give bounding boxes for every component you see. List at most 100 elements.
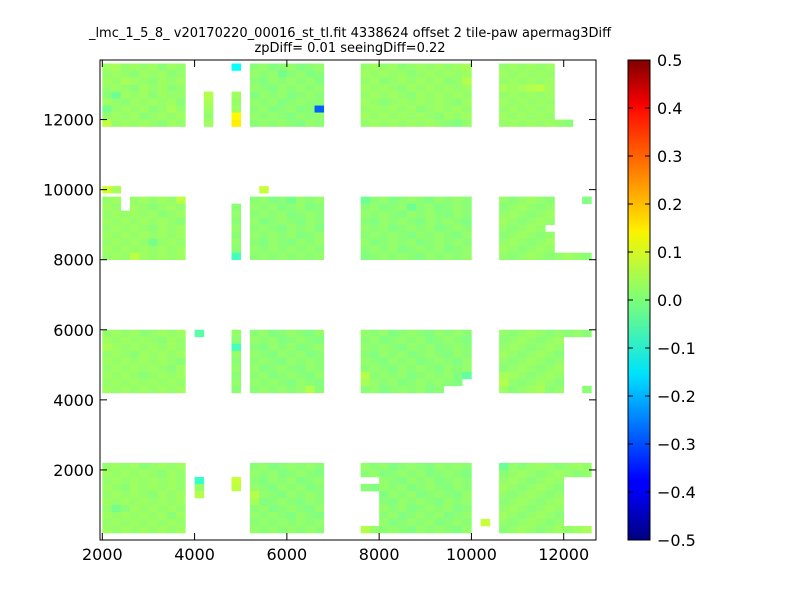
- heatmap-cell: [406, 371, 417, 380]
- heatmap-cell: [462, 112, 472, 120]
- heatmap-cell: [452, 84, 463, 92]
- heatmap-cell: [139, 497, 149, 506]
- heatmap-cell: [129, 518, 140, 527]
- heatmap-cell: [416, 343, 426, 352]
- heatmap-cell: [369, 224, 380, 232]
- heatmap-cell: [536, 196, 546, 204]
- heatmap-cell: [314, 490, 325, 499]
- heatmap-cell: [259, 497, 269, 506]
- heatmap-cell: [508, 63, 518, 71]
- heatmap-cell: [314, 329, 325, 338]
- heatmap-cell: [452, 224, 463, 232]
- heatmap-cell: [526, 224, 537, 232]
- heatmap-cell: [249, 525, 260, 534]
- heatmap-cell: [416, 91, 426, 99]
- heatmap-cell: [111, 196, 122, 204]
- heatmap-cell: [462, 329, 472, 338]
- heatmap-cell: [120, 511, 131, 520]
- heatmap-cell: [508, 77, 518, 85]
- heatmap-cell: [111, 469, 122, 478]
- heatmap-cell: [388, 77, 398, 85]
- heatmap-cell: [462, 511, 472, 520]
- heatmap-cell: [286, 343, 297, 352]
- heatmap-cell: [296, 84, 306, 92]
- heatmap-cell: [545, 210, 555, 218]
- heatmap-cell: [536, 476, 546, 485]
- heatmap-cell: [249, 350, 260, 359]
- heatmap-cell: [508, 525, 518, 534]
- heatmap-cell: [397, 63, 408, 71]
- heatmap-cell: [166, 462, 177, 471]
- heatmap-cell: [176, 371, 186, 380]
- heatmap-cell: [203, 91, 214, 99]
- heatmap-cell: [102, 186, 112, 194]
- heatmap-cell: [314, 91, 325, 99]
- heatmap-cell: [157, 511, 168, 520]
- heatmap-cell: [286, 329, 297, 338]
- heatmap-cell: [139, 504, 149, 513]
- heatmap-cell: [397, 350, 408, 359]
- heatmap-cell: [379, 490, 389, 499]
- heatmap-cell: [102, 329, 112, 338]
- colorbar-tick-label: −0.5: [657, 531, 696, 550]
- heatmap-cell: [176, 350, 186, 359]
- heatmap-cell: [166, 497, 177, 506]
- heatmap-cell: [102, 217, 112, 225]
- heatmap-cell: [452, 497, 463, 506]
- heatmap-cell: [157, 196, 168, 204]
- heatmap-cell: [452, 196, 463, 204]
- heatmap-cell: [102, 357, 112, 366]
- heatmap-cell: [388, 518, 398, 527]
- heatmap-cell: [388, 84, 398, 92]
- heatmap-cell: [434, 98, 445, 106]
- heatmap-cell: [508, 252, 518, 261]
- heatmap-cell: [231, 385, 242, 394]
- heatmap-cell: [314, 196, 325, 204]
- heatmap-cell: [443, 203, 454, 211]
- heatmap-cell: [536, 385, 546, 394]
- heatmap-cell: [148, 511, 158, 520]
- heatmap-cell: [286, 105, 297, 113]
- heatmap-cell: [499, 462, 509, 471]
- heatmap-cell: [314, 336, 325, 345]
- heatmap-cell: [314, 245, 325, 254]
- heatmap-cell: [397, 378, 408, 387]
- heatmap-cell: [434, 70, 445, 78]
- heatmap-cell: [129, 84, 140, 92]
- heatmap-cell: [360, 329, 371, 338]
- heatmap-cell: [139, 385, 149, 394]
- heatmap-cell: [517, 497, 528, 506]
- heatmap-cell: [277, 371, 288, 380]
- heatmap-cell: [231, 329, 242, 338]
- heatmap-cell: [157, 217, 168, 225]
- heatmap-cell: [314, 119, 325, 127]
- heatmap-cell: [425, 217, 435, 225]
- heatmap-cell: [536, 119, 546, 127]
- heatmap-cell: [517, 119, 528, 127]
- heatmap-cell: [545, 483, 555, 492]
- heatmap-cell: [416, 364, 426, 373]
- heatmap-cell: [148, 343, 158, 352]
- heatmap-cell: [434, 245, 445, 254]
- heatmap-cell: [462, 105, 472, 113]
- heatmap-cell: [296, 336, 306, 345]
- heatmap-cell: [452, 217, 463, 225]
- heatmap-cell: [406, 525, 417, 534]
- heatmap-cell: [120, 238, 131, 246]
- heatmap-cell: [305, 343, 315, 352]
- heatmap-cell: [452, 511, 463, 520]
- heatmap-cell: [425, 350, 435, 359]
- heatmap-cell: [536, 525, 546, 534]
- heatmap-cell: [286, 84, 297, 92]
- heatmap-cell: [379, 364, 389, 373]
- heatmap-cell: [416, 77, 426, 85]
- heatmap-cell: [314, 77, 325, 85]
- heatmap-cell: [286, 504, 297, 513]
- heatmap-cell: [443, 364, 454, 373]
- heatmap-cell: [148, 98, 158, 106]
- heatmap-cell: [268, 336, 278, 345]
- heatmap-cell: [296, 210, 306, 218]
- heatmap-cell: [517, 217, 528, 225]
- heatmap-cell: [508, 203, 518, 211]
- heatmap-cell: [545, 462, 555, 471]
